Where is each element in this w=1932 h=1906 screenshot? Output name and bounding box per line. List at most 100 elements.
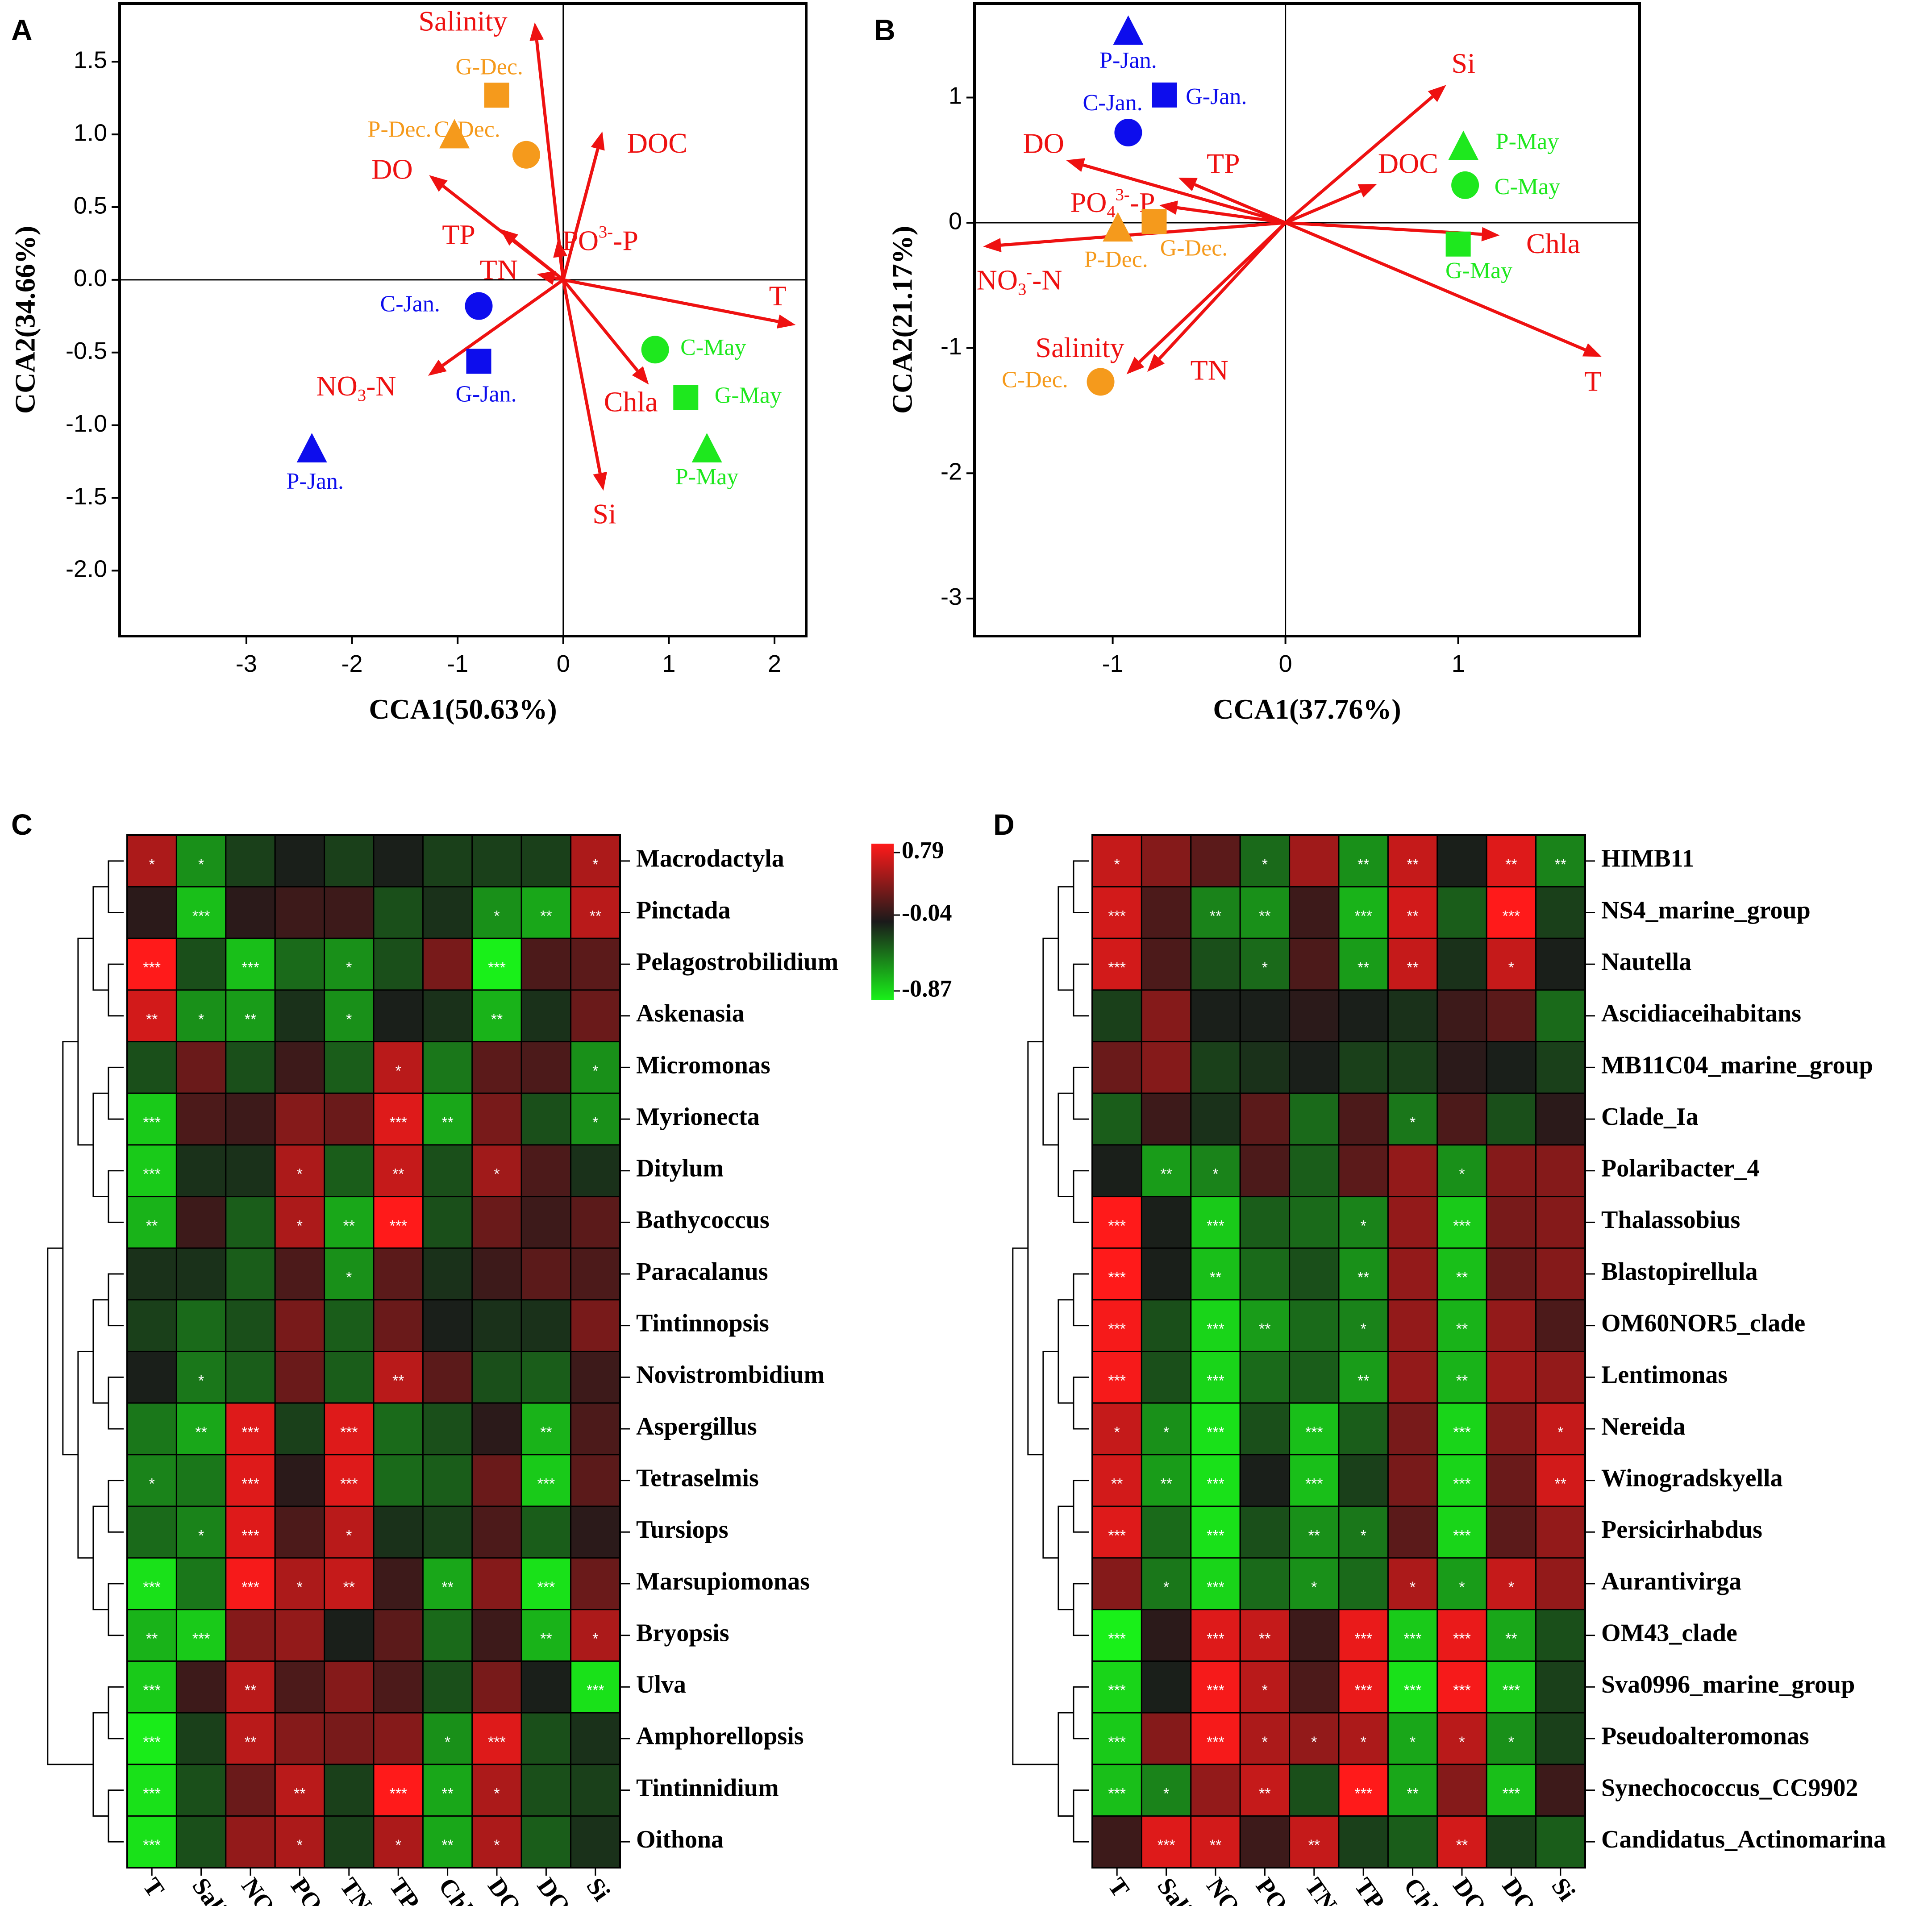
col-label-chla: Chla: [433, 1873, 485, 1906]
heatmap-cell: [1387, 1351, 1438, 1404]
vector-arrowhead-salinity: [529, 22, 544, 41]
vector-doc: [562, 148, 600, 280]
heatmap-cell: [225, 834, 276, 888]
heatmap-cell: [1141, 1299, 1192, 1353]
heatmap-cell: [225, 1609, 276, 1662]
heatmap-cell: [1486, 1041, 1537, 1094]
heatmap-cell: [1387, 989, 1438, 1043]
heatmap-cell: [126, 1041, 177, 1094]
significance-mark: *: [198, 856, 204, 873]
dendrogram-branch: [47, 1247, 93, 1765]
significance-mark: **: [540, 1424, 552, 1441]
significance-mark: ***: [537, 1579, 555, 1596]
heatmap-cell: [274, 1351, 325, 1404]
heatmap-cell: [471, 1299, 522, 1353]
heatmap-cell: [1289, 1144, 1340, 1198]
significance-mark: ***: [143, 1166, 161, 1183]
dendrogram-branch: [108, 860, 124, 913]
heatmap-cell: [373, 1247, 424, 1301]
heatmap-cell: [1535, 1609, 1586, 1662]
heatmap-cell: [1190, 1402, 1241, 1456]
dendrogram-branch: [92, 1299, 108, 1404]
heatmap-cell: [422, 1660, 473, 1714]
heatmap-cell: [570, 1247, 621, 1301]
significance-mark: ***: [1354, 907, 1372, 924]
heatmap-cell: [225, 1557, 276, 1611]
row-label-nereida: Nereida: [1601, 1413, 1686, 1440]
heatmap-cell: [1239, 1041, 1291, 1094]
col-label-do: DO: [1447, 1873, 1491, 1906]
significance-mark: **: [343, 1579, 355, 1596]
significance-mark: *: [198, 1011, 204, 1028]
significance-mark: **: [441, 1837, 453, 1854]
heatmap-cell: [1387, 1299, 1438, 1353]
significance-mark: ***: [1108, 1321, 1126, 1338]
significance-mark: **: [1210, 1837, 1221, 1854]
vector-label-doc: DOC: [1378, 147, 1438, 179]
heatmap-cell: [225, 989, 276, 1043]
vector-label-t: T: [769, 280, 787, 312]
heatmap-cell: [1239, 1815, 1291, 1869]
vector-arrowhead-tn: [1147, 354, 1165, 372]
heatmap-cell: [175, 1041, 227, 1094]
heatmap-cell: [422, 1815, 473, 1869]
heatmap-cell: [570, 1092, 621, 1146]
significance-mark: *: [494, 907, 500, 924]
heatmap-cell: [422, 1505, 473, 1559]
significance-mark: **: [1259, 907, 1270, 924]
significance-mark: **: [1555, 856, 1566, 873]
heatmap-cell: [570, 1764, 621, 1817]
significance-mark: *: [445, 1734, 450, 1751]
significance-mark: ***: [1354, 1631, 1372, 1648]
heatmap-cell: [1091, 1557, 1142, 1611]
significance-mark: ***: [242, 1579, 259, 1596]
heatmap-cell: [1141, 886, 1192, 939]
significance-mark: **: [343, 1217, 355, 1234]
vector-doc: [1285, 189, 1362, 225]
significance-mark: **: [1505, 856, 1517, 873]
heatmap-cell: [471, 1815, 522, 1869]
heatmap-cell: [520, 937, 572, 991]
heatmap-cell: [126, 1764, 177, 1817]
heatmap-cell: [1190, 1505, 1241, 1559]
heatmap-cell: [1486, 1351, 1537, 1404]
significance-mark: **: [1160, 1476, 1172, 1493]
significance-mark: *: [1262, 959, 1268, 976]
heatmap-cell: [1190, 1764, 1241, 1817]
col-label-t: T: [1103, 1873, 1135, 1902]
significance-mark: *: [1163, 1785, 1169, 1802]
heatmap-cell: [1437, 1144, 1487, 1198]
dendrogram-branch: [108, 1376, 124, 1430]
heatmap-cell: [1486, 1196, 1537, 1249]
vector-label-no3-n: NO3-N: [316, 370, 396, 405]
heatmap-cell: [274, 1557, 325, 1611]
heatmap-cell: [471, 1609, 522, 1662]
heatmap-cell: [324, 1609, 375, 1662]
heatmap-cell: [471, 989, 522, 1043]
significance-mark: **: [1456, 1837, 1468, 1854]
significance-mark: *: [149, 856, 155, 873]
vector-po4-p: [558, 256, 565, 280]
y-tick-label: -2.0: [66, 556, 107, 583]
significance-mark: *: [1508, 1579, 1514, 1596]
heatmap-cell: [1437, 989, 1487, 1043]
significance-mark: *: [1163, 1579, 1169, 1596]
heatmap-cell: [373, 1299, 424, 1353]
heatmap-cell: [274, 1505, 325, 1559]
col-label-tn: TN: [334, 1873, 377, 1906]
heatmap-cell: [1338, 1402, 1389, 1456]
vector-arrowhead-t: [1582, 343, 1602, 357]
significance-mark: **: [1407, 856, 1418, 873]
heatmap-cell: [1535, 1351, 1586, 1404]
point-g-jan: [1152, 82, 1177, 108]
significance-mark: *: [592, 1631, 598, 1648]
heatmap-cell: [471, 886, 522, 939]
significance-mark: ***: [587, 1682, 604, 1699]
heatmap-cell: [1289, 1505, 1340, 1559]
dendrogram-branch: [1058, 1712, 1074, 1817]
plot-frame: [118, 2, 808, 637]
legend-label: -0.04: [902, 899, 952, 926]
vector-label-tn: TN: [480, 254, 518, 285]
row-label-amphorellopsis: Amphorellopsis: [636, 1723, 804, 1750]
significance-mark: ***: [488, 959, 506, 976]
